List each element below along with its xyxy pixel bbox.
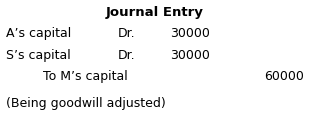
Text: To M’s capital: To M’s capital bbox=[43, 70, 128, 83]
Text: 30000: 30000 bbox=[170, 27, 210, 40]
Text: (Being goodwill adjusted): (Being goodwill adjusted) bbox=[6, 97, 166, 110]
Text: A’s capital: A’s capital bbox=[6, 27, 71, 40]
Text: Journal Entry: Journal Entry bbox=[106, 6, 204, 19]
Text: S’s capital: S’s capital bbox=[6, 49, 71, 62]
Text: Dr.: Dr. bbox=[118, 27, 135, 40]
Text: 60000: 60000 bbox=[264, 70, 304, 83]
Text: Dr.: Dr. bbox=[118, 49, 135, 62]
Text: 30000: 30000 bbox=[170, 49, 210, 62]
